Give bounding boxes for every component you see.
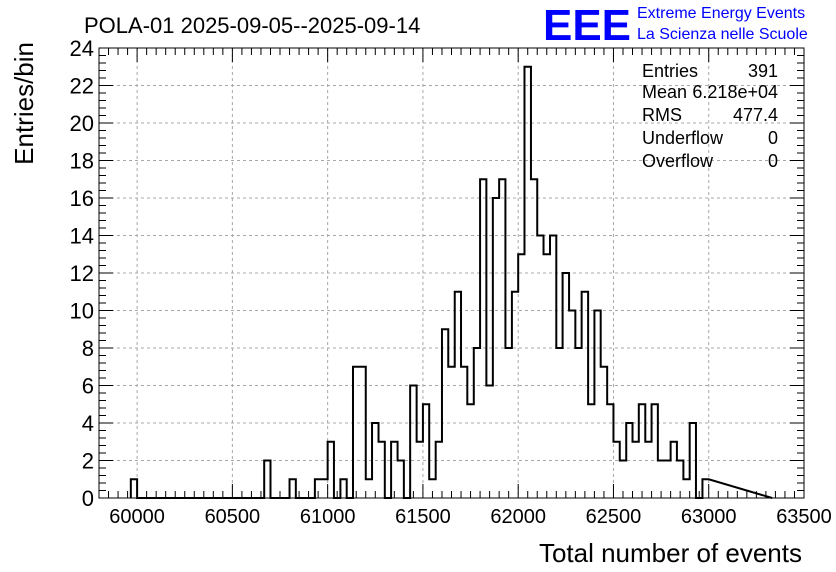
- y-tick-label: 4: [82, 411, 94, 436]
- x-tick-label: 62000: [490, 506, 546, 528]
- x-tick-label: 63000: [681, 506, 737, 528]
- chart-title: POLA-01 2025-09-05--2025-09-14: [84, 13, 420, 38]
- stats-overflow-label: Overflow: [642, 151, 714, 171]
- stats-underflow-value: 0: [768, 128, 778, 148]
- y-tick-label: 6: [82, 374, 94, 399]
- x-tick-label: 60000: [109, 506, 165, 528]
- eee-logo-line2: La Scienza nelle Scuole: [637, 26, 808, 43]
- stats-entries-value: 391: [748, 61, 778, 81]
- stats-box: Entries 391 Mean 6.218e+04 RMS 477.4 Und…: [642, 61, 778, 171]
- x-tick-label: 60500: [205, 506, 261, 528]
- x-tick-label: 62500: [586, 506, 642, 528]
- y-tick-label: 20: [70, 111, 94, 136]
- y-tick-label: 24: [70, 36, 94, 61]
- eee-logo-mark: EEE: [543, 1, 631, 50]
- stats-mean-value: 6.218e+04: [692, 82, 778, 102]
- y-axis-label: Entries/bin: [9, 42, 39, 165]
- y-tick-label: 14: [70, 224, 94, 249]
- x-tick-label: 61000: [300, 506, 356, 528]
- y-tick-label: 22: [70, 74, 94, 99]
- stats-overflow-value: 0: [768, 151, 778, 171]
- y-tick-label: 12: [70, 261, 94, 286]
- x-axis-ticks: 60000 60500 61000 61500 62000 62500 63000 63500: [98, 48, 832, 528]
- stats-mean-label: Mean: [642, 82, 687, 102]
- stats-rms-label: RMS: [642, 105, 682, 125]
- eee-logo: EEE Extreme Energy Events La Scienza nel…: [543, 1, 808, 50]
- x-axis-label: Total number of events: [539, 538, 802, 568]
- x-tick-label: 63500: [776, 506, 832, 528]
- y-tick-label: 2: [82, 449, 94, 474]
- y-tick-label: 10: [70, 299, 94, 324]
- y-tick-label: 18: [70, 149, 94, 174]
- y-tick-label: 16: [70, 186, 94, 211]
- stats-entries-label: Entries: [642, 61, 698, 81]
- x-tick-label: 61500: [395, 506, 451, 528]
- y-tick-label: 0: [82, 486, 94, 511]
- stats-underflow-label: Underflow: [642, 128, 724, 148]
- eee-logo-line1: Extreme Energy Events: [637, 5, 805, 22]
- stats-rms-value: 477.4: [733, 105, 778, 125]
- histogram-series: [129, 65, 773, 499]
- y-tick-label: 8: [82, 336, 94, 361]
